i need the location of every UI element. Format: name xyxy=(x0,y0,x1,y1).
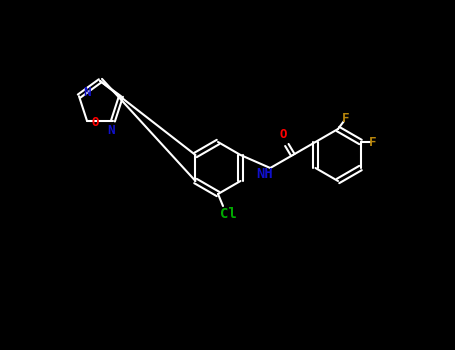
Text: O: O xyxy=(279,128,287,141)
Text: NH: NH xyxy=(256,167,273,181)
Text: N: N xyxy=(107,124,115,138)
Text: Cl: Cl xyxy=(220,207,237,221)
Text: O: O xyxy=(91,117,99,130)
Text: N: N xyxy=(83,86,91,99)
Text: F: F xyxy=(342,112,350,126)
Text: F: F xyxy=(369,135,376,148)
